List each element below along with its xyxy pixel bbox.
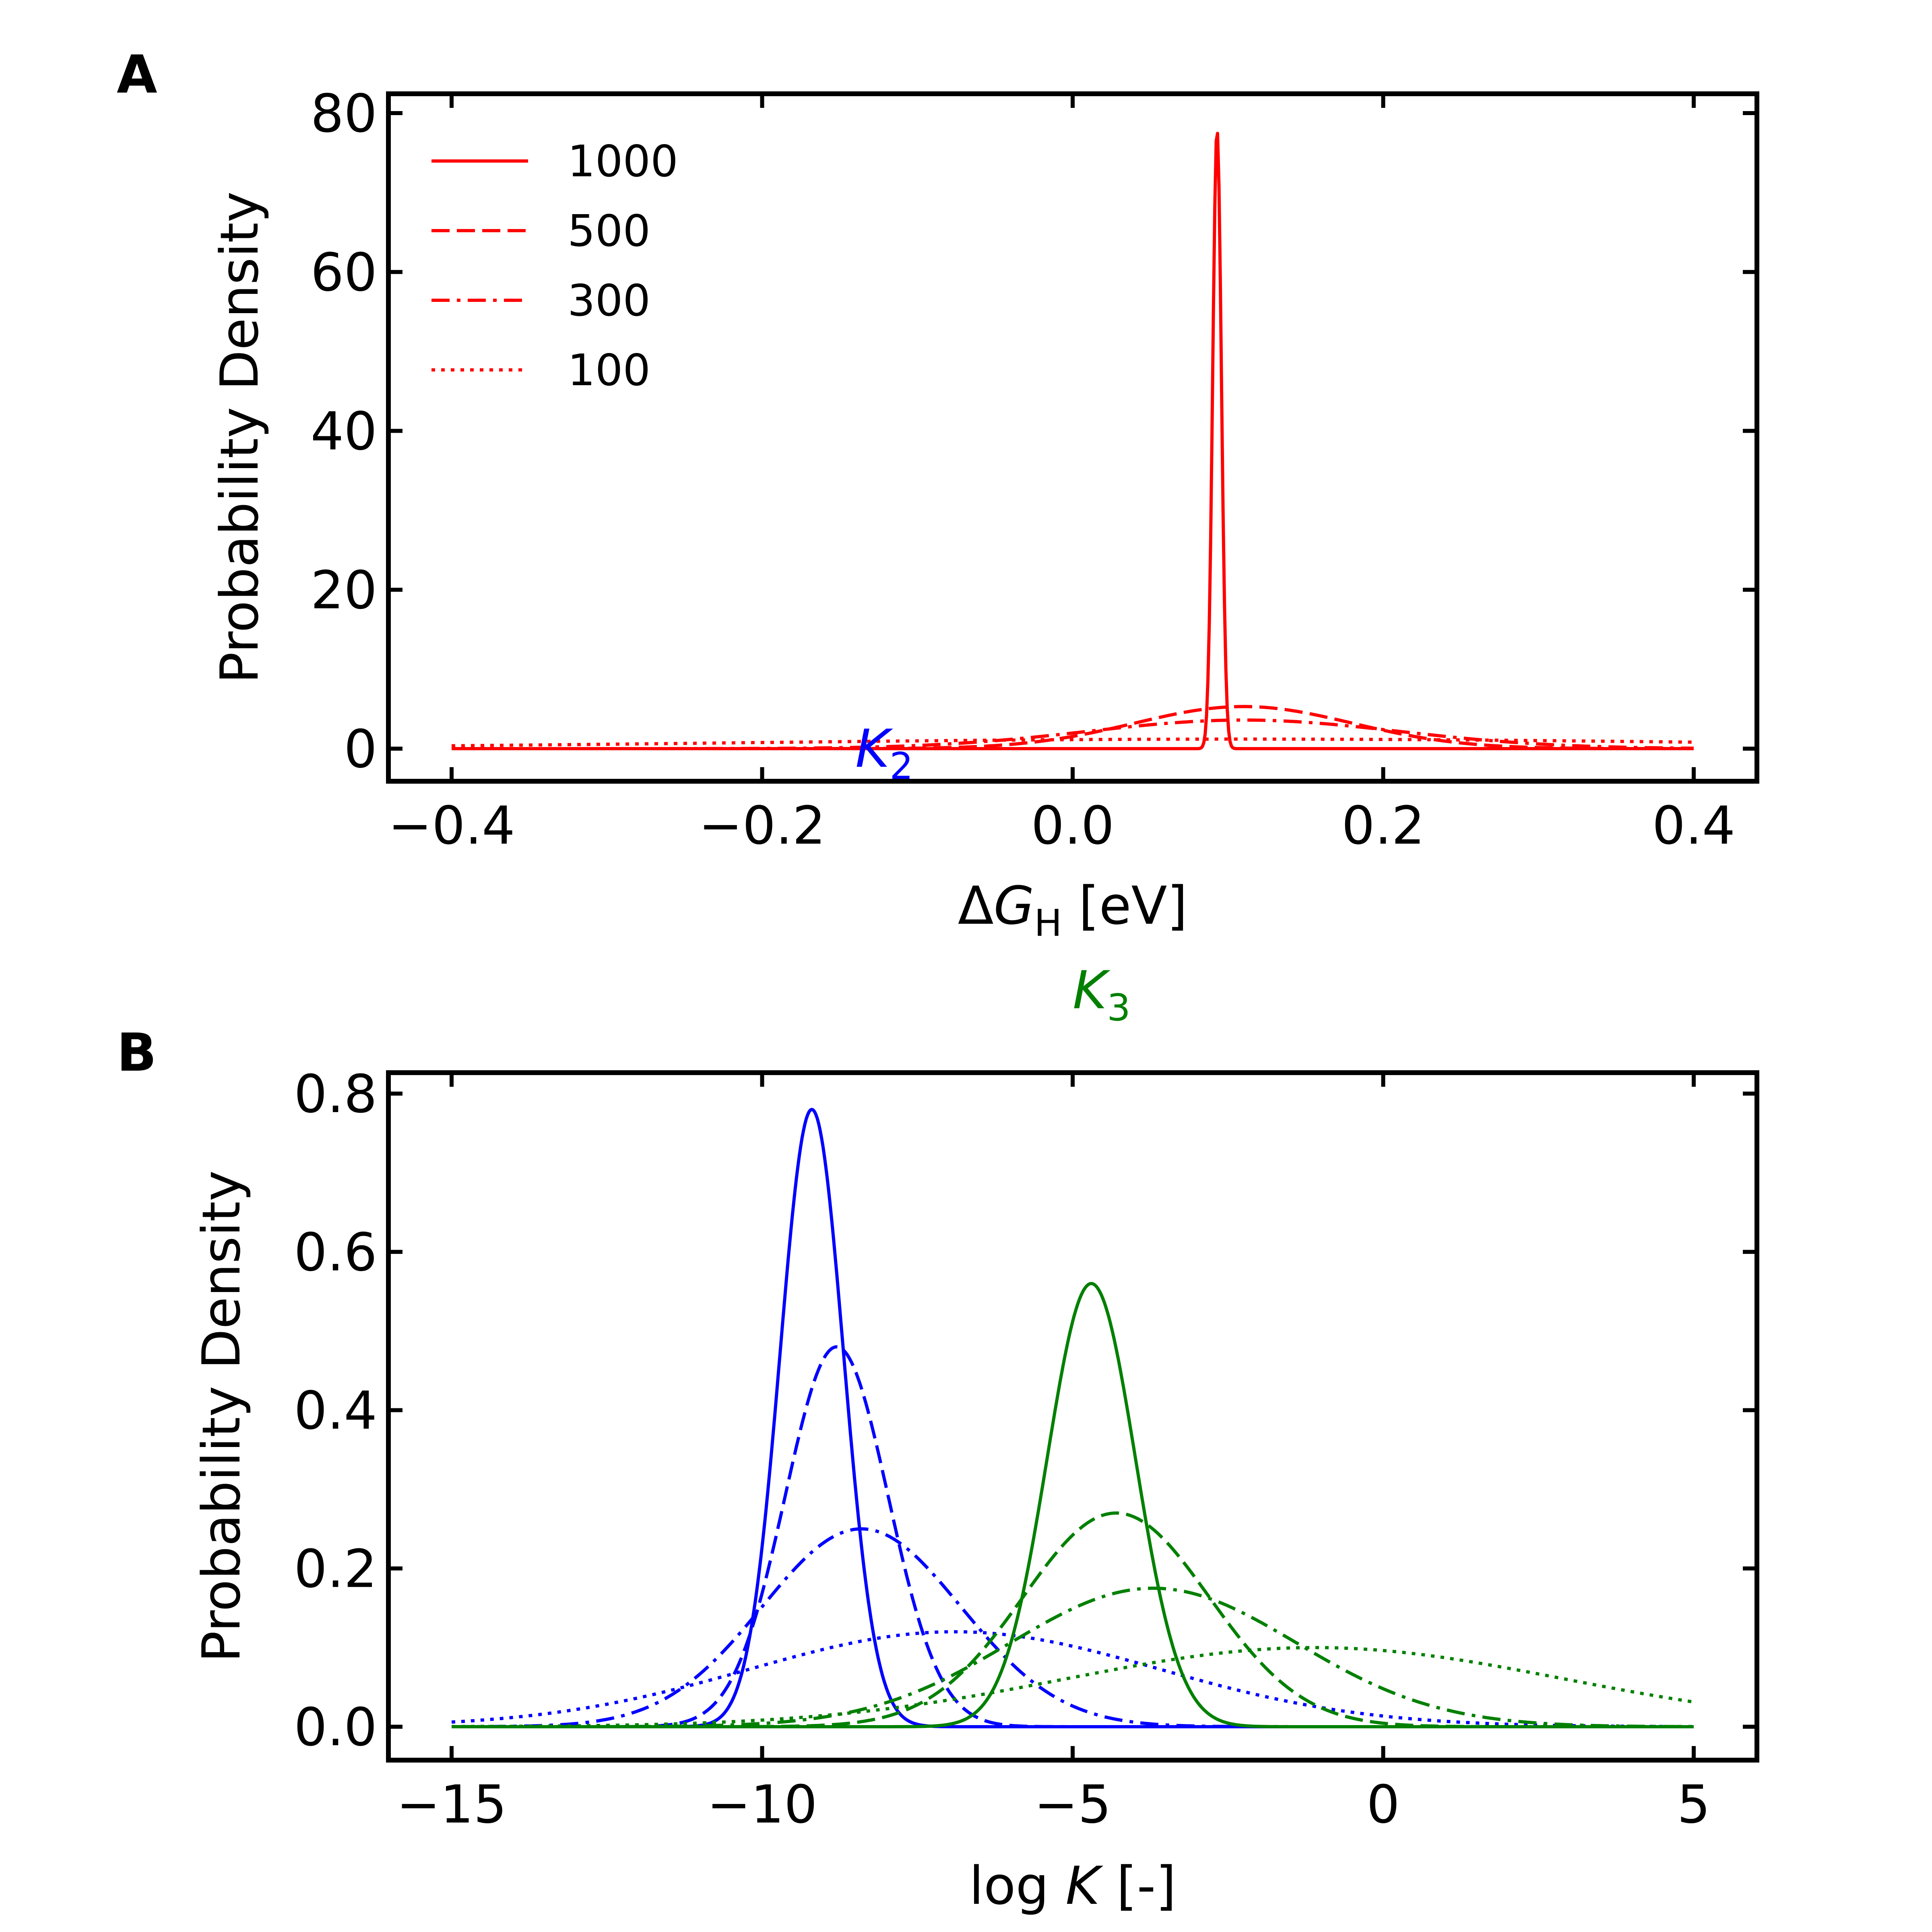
panel-a: A −0.4 −0.2 0.0 0.2 0.4 0 20 40 60 80 Probabilit…: [117, 44, 1759, 945]
panel-b-x-tick-label: −15: [396, 1774, 507, 1835]
panel-b-y-tick-label: 0.0: [294, 1697, 377, 1758]
panel-a-label: A: [117, 44, 157, 105]
panel-a-y-tick-labels: 0 20 40 60 80: [311, 83, 377, 780]
panel-b-frame: [386, 1070, 1759, 1763]
panel-b-label: B: [117, 1022, 157, 1083]
panel-b-y-tick-label: 0.6: [294, 1222, 377, 1283]
legend-label-300: 300: [568, 276, 650, 326]
panel-a-y-tick-label: 20: [311, 559, 377, 621]
panel-a-series-300-line: [451, 718, 1694, 750]
k2-annotation: K2: [855, 718, 913, 788]
panel-b-x-tick-labels: −15 −10 −5 0 5: [396, 1774, 1711, 1835]
legend-label-1000: 1000: [568, 136, 678, 187]
legend-label-100: 100: [568, 345, 650, 396]
panel-b-series-K3-dotted-line: [451, 1646, 1694, 1728]
panel-a-x-tick-label: 0.2: [1342, 795, 1425, 856]
panel-a-y-tick-label: 0: [344, 718, 377, 780]
panel-a-y-tick-label: 40: [311, 401, 377, 462]
panel-a-frame: [386, 91, 1759, 784]
panel-b-y-tick-label: 0.8: [294, 1063, 377, 1125]
panel-b-x-tick-label: −10: [707, 1774, 817, 1835]
panel-a-y-tick-label: 80: [311, 83, 377, 144]
panel-a-y-tick-label: 60: [311, 242, 377, 303]
panel-a-ticks: [388, 94, 1757, 781]
panel-a-y-axis-label: Probability Density: [209, 192, 270, 684]
panel-b: B −15 −10 −5 0 5 0.0 0.2 0.4 0.6 0.8 Probability…: [117, 1022, 1759, 1916]
panel-b-series-K3-solid-line: [451, 1282, 1694, 1728]
panel-b-y-tick-label: 0.2: [294, 1538, 377, 1600]
panel-b-x-tick-label: 0: [1366, 1774, 1400, 1835]
panel-b-series-K3-dashed-line: [451, 1511, 1694, 1728]
panel-a-series-100-line: [451, 737, 1694, 747]
panel-a-x-axis-label: ΔGH [eV]: [958, 875, 1188, 945]
panel-b-series-K3-dashdot-line: [451, 1586, 1694, 1728]
panel-b-y-tick-labels: 0.0 0.2 0.4 0.6 0.8: [294, 1063, 377, 1758]
panel-a-x-tick-label: −0.4: [388, 795, 515, 856]
panel-b-ticks: [388, 1073, 1757, 1760]
panel-a-legend: 1000 500 300 100: [431, 136, 678, 396]
panel-a-curves: [451, 132, 1694, 750]
panel-b-series-K2-dashdot-line: [451, 1527, 1694, 1728]
panel-b-y-tick-label: 0.4: [294, 1380, 377, 1441]
panel-b-curves: [451, 1108, 1694, 1728]
panel-b-series-K2-solid-line: [451, 1108, 1694, 1728]
panel-a-x-tick-label: −0.2: [699, 795, 826, 856]
panel-b-y-axis-label: Probability Density: [191, 1170, 252, 1663]
panel-b-x-tick-label: 5: [1677, 1774, 1711, 1835]
panel-b-series-K2-dotted-line: [451, 1630, 1694, 1728]
panel-a-x-tick-label: 0.4: [1652, 795, 1736, 856]
panel-b-x-axis-label: log K [-]: [969, 1855, 1176, 1916]
k3-annotation: K3: [1073, 960, 1131, 1029]
panel-a-x-tick-labels: −0.4 −0.2 0.0 0.2 0.4: [388, 795, 1735, 856]
panel-a-x-tick-label: 0.0: [1031, 795, 1115, 856]
panel-b-x-tick-label: −5: [1034, 1774, 1111, 1835]
legend-label-500: 500: [568, 206, 650, 256]
